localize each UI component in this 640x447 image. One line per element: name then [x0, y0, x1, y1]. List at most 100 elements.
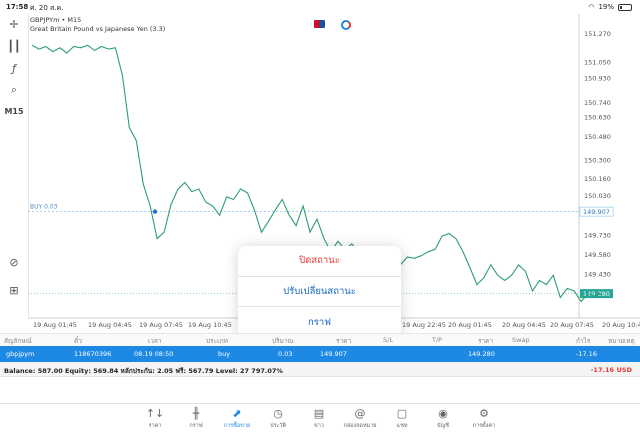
time-tick-label: 20 Aug 01:45	[448, 321, 492, 329]
col-time: เวลา	[148, 337, 162, 345]
add-chart-icon[interactable]: ⊞	[9, 283, 19, 297]
zoom-icon[interactable]: ⊘	[9, 255, 19, 269]
quotes-icon: ↑↓	[145, 407, 165, 420]
settings-icon: ⚙	[479, 407, 489, 420]
col-price: ราคา	[336, 337, 352, 345]
nav-settings[interactable]: ⚙ การตั้งค่า	[464, 407, 504, 430]
price-tick-label: 150.630	[584, 114, 611, 122]
time-tick-label: 20 Aug 04:45	[502, 321, 546, 329]
price-tick-label: 149.730	[584, 231, 611, 239]
nav-history[interactable]: ◷ ประวัติ	[258, 407, 298, 430]
col-current-price: ราคา	[478, 337, 494, 345]
time-tick-label: 20 Aug 10:4	[602, 321, 640, 329]
price-tick-label: 149.430	[584, 271, 611, 279]
price-tick-label: 150.480	[584, 133, 611, 141]
positions-table-header: สัญลักษณ์ ตั๋ว เวลา ประเภท ปริมาณ ราคา S…	[0, 333, 640, 346]
indicator-icon[interactable]: ƒ	[12, 61, 16, 75]
col-symbol: สัญลักษณ์	[4, 337, 32, 345]
entry-marker	[152, 209, 158, 214]
nav-label: การตั้งค่า	[472, 423, 496, 429]
nav-label: บัญชี	[437, 423, 449, 429]
nav-chart[interactable]: ╫ กราฟ	[176, 407, 216, 430]
refresh-ring-icon[interactable]	[341, 20, 351, 30]
crosshair-icon[interactable]: ✛	[9, 17, 19, 31]
nav-label: ราคา	[148, 423, 162, 429]
chat-icon: ▢	[396, 407, 408, 420]
mailbox-icon: @	[354, 407, 366, 420]
row-volume: 0.03	[278, 350, 293, 358]
open-price-tag	[579, 206, 614, 217]
account-icon: ◉	[438, 407, 448, 420]
wifi-icon: ◠	[588, 3, 595, 11]
flag-icon[interactable]	[314, 20, 325, 28]
nav-news[interactable]: ▤ ข่าว	[299, 407, 339, 430]
nav-trade[interactable]: ⬈ การซื้อขาย	[217, 407, 257, 430]
price-chart[interactable]: 151.270 151.050 150.930 150.740 150.630 150.4…	[28, 14, 640, 332]
nav-label: การซื้อขาย	[223, 423, 251, 429]
row-type: buy	[218, 350, 231, 358]
col-comment: หมายเหตุ	[608, 337, 635, 345]
symbol-name: GBPJPYm • M15	[30, 16, 82, 24]
date: ศ. 20 ส.ค.	[30, 4, 64, 12]
current-price-tag-label: 149.280	[583, 290, 610, 298]
row-open-price: 149.907	[320, 350, 347, 358]
nav-label: กราฟ	[189, 423, 203, 429]
time-tick-label: 20 Aug 07:45	[550, 321, 594, 329]
symbol-description: Great Britain Pound vs Japanese Yen (3.3…	[30, 25, 166, 33]
close-position-option[interactable]: ปิดสถานะ	[238, 246, 401, 277]
chart-top-icons	[314, 20, 351, 30]
nav-label: ประวัติ	[269, 423, 287, 429]
row-symbol: gbpjpym	[6, 350, 35, 358]
open-price-tag-label: 149.907	[583, 208, 610, 216]
buy-level-label: BUY 0.03	[30, 204, 58, 211]
battery-icon	[618, 3, 632, 11]
bottom-nav: ↑↓ ราคา ╫ กราฟ ⬈ การซื้อขาย ◷ ประวัติ ▤ ข่าว …	[0, 403, 640, 447]
time-tick-label: 19 Aug 22:45	[402, 321, 446, 329]
col-sl: S/L	[383, 336, 393, 344]
price-tick-label: 150.160	[584, 175, 611, 183]
trade-icon: ⬈	[232, 407, 242, 420]
modify-position-option[interactable]: ปรับเปลี่ยนสถานะ	[238, 277, 401, 308]
col-ticket: ตั๋ว	[74, 337, 82, 345]
col-tp: T/P	[432, 336, 443, 344]
col-type: ประเภท	[206, 337, 228, 345]
price-tick-label: 150.030	[584, 192, 611, 200]
price-tick-label: 150.300	[584, 157, 611, 165]
time-tick-label: 19 Aug 10:45	[188, 321, 232, 329]
col-profit: กำไร	[576, 337, 591, 345]
current-price-tag	[580, 289, 613, 299]
position-row[interactable]: gbpjpym 118670396 08.19 08:50 buy 0.03 1…	[0, 346, 640, 362]
nav-chat[interactable]: ▢ แชท	[382, 407, 422, 430]
time-tick-label: 19 Aug 04:45	[88, 321, 132, 329]
price-tick-label: 150.930	[584, 74, 611, 82]
chart-toolbar: ✛ ┃┃ ƒ ⌕ M15 ⊘ ⊞	[0, 14, 28, 332]
candlestick-icon[interactable]: ┃┃	[7, 39, 21, 53]
nav-account[interactable]: ◉ บัญชี	[423, 407, 463, 430]
nav-mailbox[interactable]: @ กล่องจดหมาย	[340, 407, 380, 430]
row-profit: -17.16	[576, 350, 597, 358]
open-chart-option[interactable]: กราฟ	[308, 316, 331, 328]
objects-icon[interactable]: ⌕	[10, 83, 18, 96]
row-ticket: 118670396	[74, 350, 112, 358]
time-tick-label: 19 Aug 01:45	[33, 321, 77, 329]
price-tick-label: 151.050	[584, 59, 611, 67]
news-icon: ▤	[313, 407, 325, 420]
nav-label: ข่าว	[314, 423, 324, 429]
row-current-price: 149.280	[468, 350, 495, 358]
timeframe-button[interactable]: M15	[4, 106, 24, 116]
history-icon: ◷	[273, 407, 283, 420]
price-tick-label: 151.270	[584, 30, 611, 38]
nav-quotes[interactable]: ↑↓ ราคา	[135, 407, 175, 430]
status-bar: 17:58 ศ. 20 ส.ค. ◠ 19%	[0, 0, 640, 14]
symbol-title: GBPJPYm • M15 Great Britain Pound vs Jap…	[30, 16, 165, 34]
row-time: 08.19 08:50	[134, 350, 174, 358]
time-tick-label: 19 Aug 07:45	[139, 321, 183, 329]
total-profit: -17.16	[590, 366, 614, 374]
chart-canvas[interactable]: 151.270 151.050 150.930 150.740 150.630 150.4…	[28, 14, 640, 332]
price-line	[31, 44, 603, 303]
position-menu: ปิดสถานะ ปรับเปลี่ยนสถานะ กราฟ	[238, 246, 401, 338]
col-swap: Swap	[512, 336, 530, 344]
balance-summary: Balance: 587.00 Equity: 569.84 หลักประกั…	[4, 367, 283, 375]
currency: USD	[616, 366, 632, 374]
col-volume: ปริมาณ	[272, 337, 294, 345]
